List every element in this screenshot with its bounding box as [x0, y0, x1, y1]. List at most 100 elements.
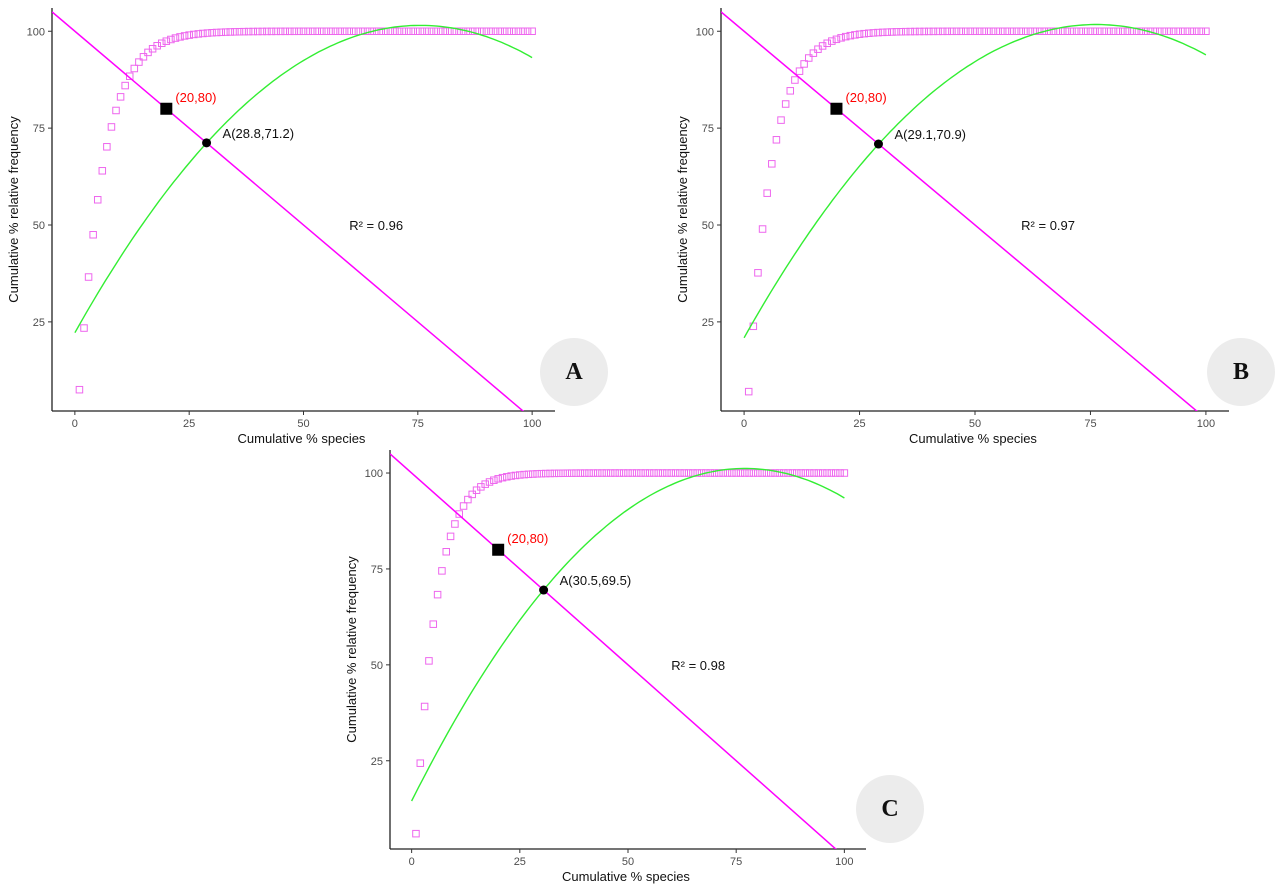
- data-point: [208, 29, 216, 37]
- data-point: [971, 27, 979, 36]
- y-tick-label: 75: [33, 123, 45, 135]
- panel-badge-c: C: [856, 775, 924, 843]
- data-point: [745, 469, 753, 477]
- data-point: [948, 27, 956, 36]
- data-point: [203, 29, 212, 37]
- r-squared-label: R² = 0.97: [1021, 218, 1075, 233]
- data-point: [828, 37, 836, 45]
- data-point: [667, 469, 676, 477]
- y-axis-title: Cumulative % relative frequency: [6, 116, 21, 303]
- data-point: [533, 470, 541, 478]
- x-tick-label: 0: [741, 418, 747, 430]
- data-point: [507, 472, 515, 480]
- data-point: [1165, 27, 1173, 36]
- data-point: [749, 469, 758, 477]
- data-point: [929, 27, 938, 36]
- data-point: [416, 759, 425, 767]
- data-point: [116, 93, 125, 101]
- data-point: [1188, 27, 1196, 35]
- data-point: [498, 473, 507, 482]
- data-point: [624, 469, 632, 477]
- data-point: [418, 27, 427, 36]
- data-point: [112, 106, 120, 115]
- data-point: [455, 27, 463, 36]
- data-point: [157, 39, 166, 48]
- data-point: [318, 27, 326, 36]
- y-tick-label: 25: [702, 317, 714, 329]
- y-tick-label: 75: [702, 123, 714, 135]
- data-point: [906, 27, 915, 36]
- data-point: [637, 469, 645, 477]
- data-point: [510, 27, 518, 36]
- data-point: [925, 27, 933, 36]
- r-squared-label: R² = 0.98: [671, 658, 725, 673]
- data-point: [395, 27, 404, 36]
- data-point: [619, 469, 628, 477]
- fit-curve: [74, 24, 533, 334]
- data-point: [975, 27, 984, 36]
- data-point: [593, 469, 602, 477]
- data-point: [611, 469, 619, 477]
- data-point: [723, 469, 732, 477]
- chart-panel-b: 0 25 50 75 100 25 50 75 100 Cumulative % species C…: [668, 0, 1275, 450]
- data-point: [412, 829, 420, 838]
- data-point: [1105, 27, 1113, 36]
- data-point: [409, 27, 417, 36]
- data-point: [491, 27, 500, 36]
- data-point: [103, 143, 111, 151]
- data-point: [589, 469, 598, 477]
- data-point: [244, 27, 253, 36]
- data-point: [231, 28, 239, 36]
- data-point: [75, 385, 84, 394]
- data-point: [537, 469, 546, 478]
- data-point: [602, 469, 611, 477]
- data-point: [555, 469, 563, 478]
- data-point: [846, 31, 855, 40]
- data-point: [788, 469, 797, 477]
- x-tick-label: 100: [835, 856, 853, 868]
- data-point: [1026, 27, 1035, 36]
- data-point: [736, 469, 745, 477]
- data-point: [427, 27, 436, 36]
- data-point: [989, 27, 998, 36]
- data-point: [1202, 27, 1210, 35]
- data-point: [217, 28, 225, 37]
- data-point: [546, 469, 554, 478]
- fit-curve: [743, 23, 1207, 339]
- data-point: [98, 167, 107, 175]
- data-point: [1003, 27, 1012, 36]
- x-tick-label: 100: [523, 418, 541, 430]
- data-point: [516, 471, 524, 479]
- data-point: [446, 532, 455, 541]
- panel-badge-b: B: [1207, 338, 1275, 406]
- data-point: [436, 27, 445, 36]
- data-point: [153, 42, 161, 50]
- data-point: [386, 27, 395, 36]
- reference-point-marker: [492, 543, 505, 556]
- data-point: [327, 27, 335, 36]
- data-point: [542, 469, 550, 478]
- data-point: [441, 27, 450, 36]
- data-point: [249, 27, 257, 36]
- data-point: [400, 27, 408, 36]
- data-point: [888, 28, 896, 36]
- data-point: [791, 76, 799, 84]
- data-point: [194, 30, 203, 38]
- data-point: [777, 116, 785, 124]
- x-tick-label: 50: [969, 418, 981, 430]
- data-point: [658, 469, 667, 477]
- y-tick-label: 100: [696, 26, 714, 38]
- reference-point-label: (20,80): [175, 90, 216, 105]
- data-point: [855, 30, 864, 38]
- data-point: [1183, 27, 1192, 36]
- data-point: [680, 469, 689, 477]
- data-point: [377, 27, 385, 36]
- data-point: [281, 27, 289, 36]
- data-point: [514, 27, 523, 36]
- reference-point-marker: [830, 102, 843, 115]
- data-point: [235, 27, 244, 36]
- data-point: [715, 469, 723, 477]
- data-point: [511, 471, 520, 480]
- data-point: [952, 27, 961, 36]
- data-point: [276, 27, 285, 36]
